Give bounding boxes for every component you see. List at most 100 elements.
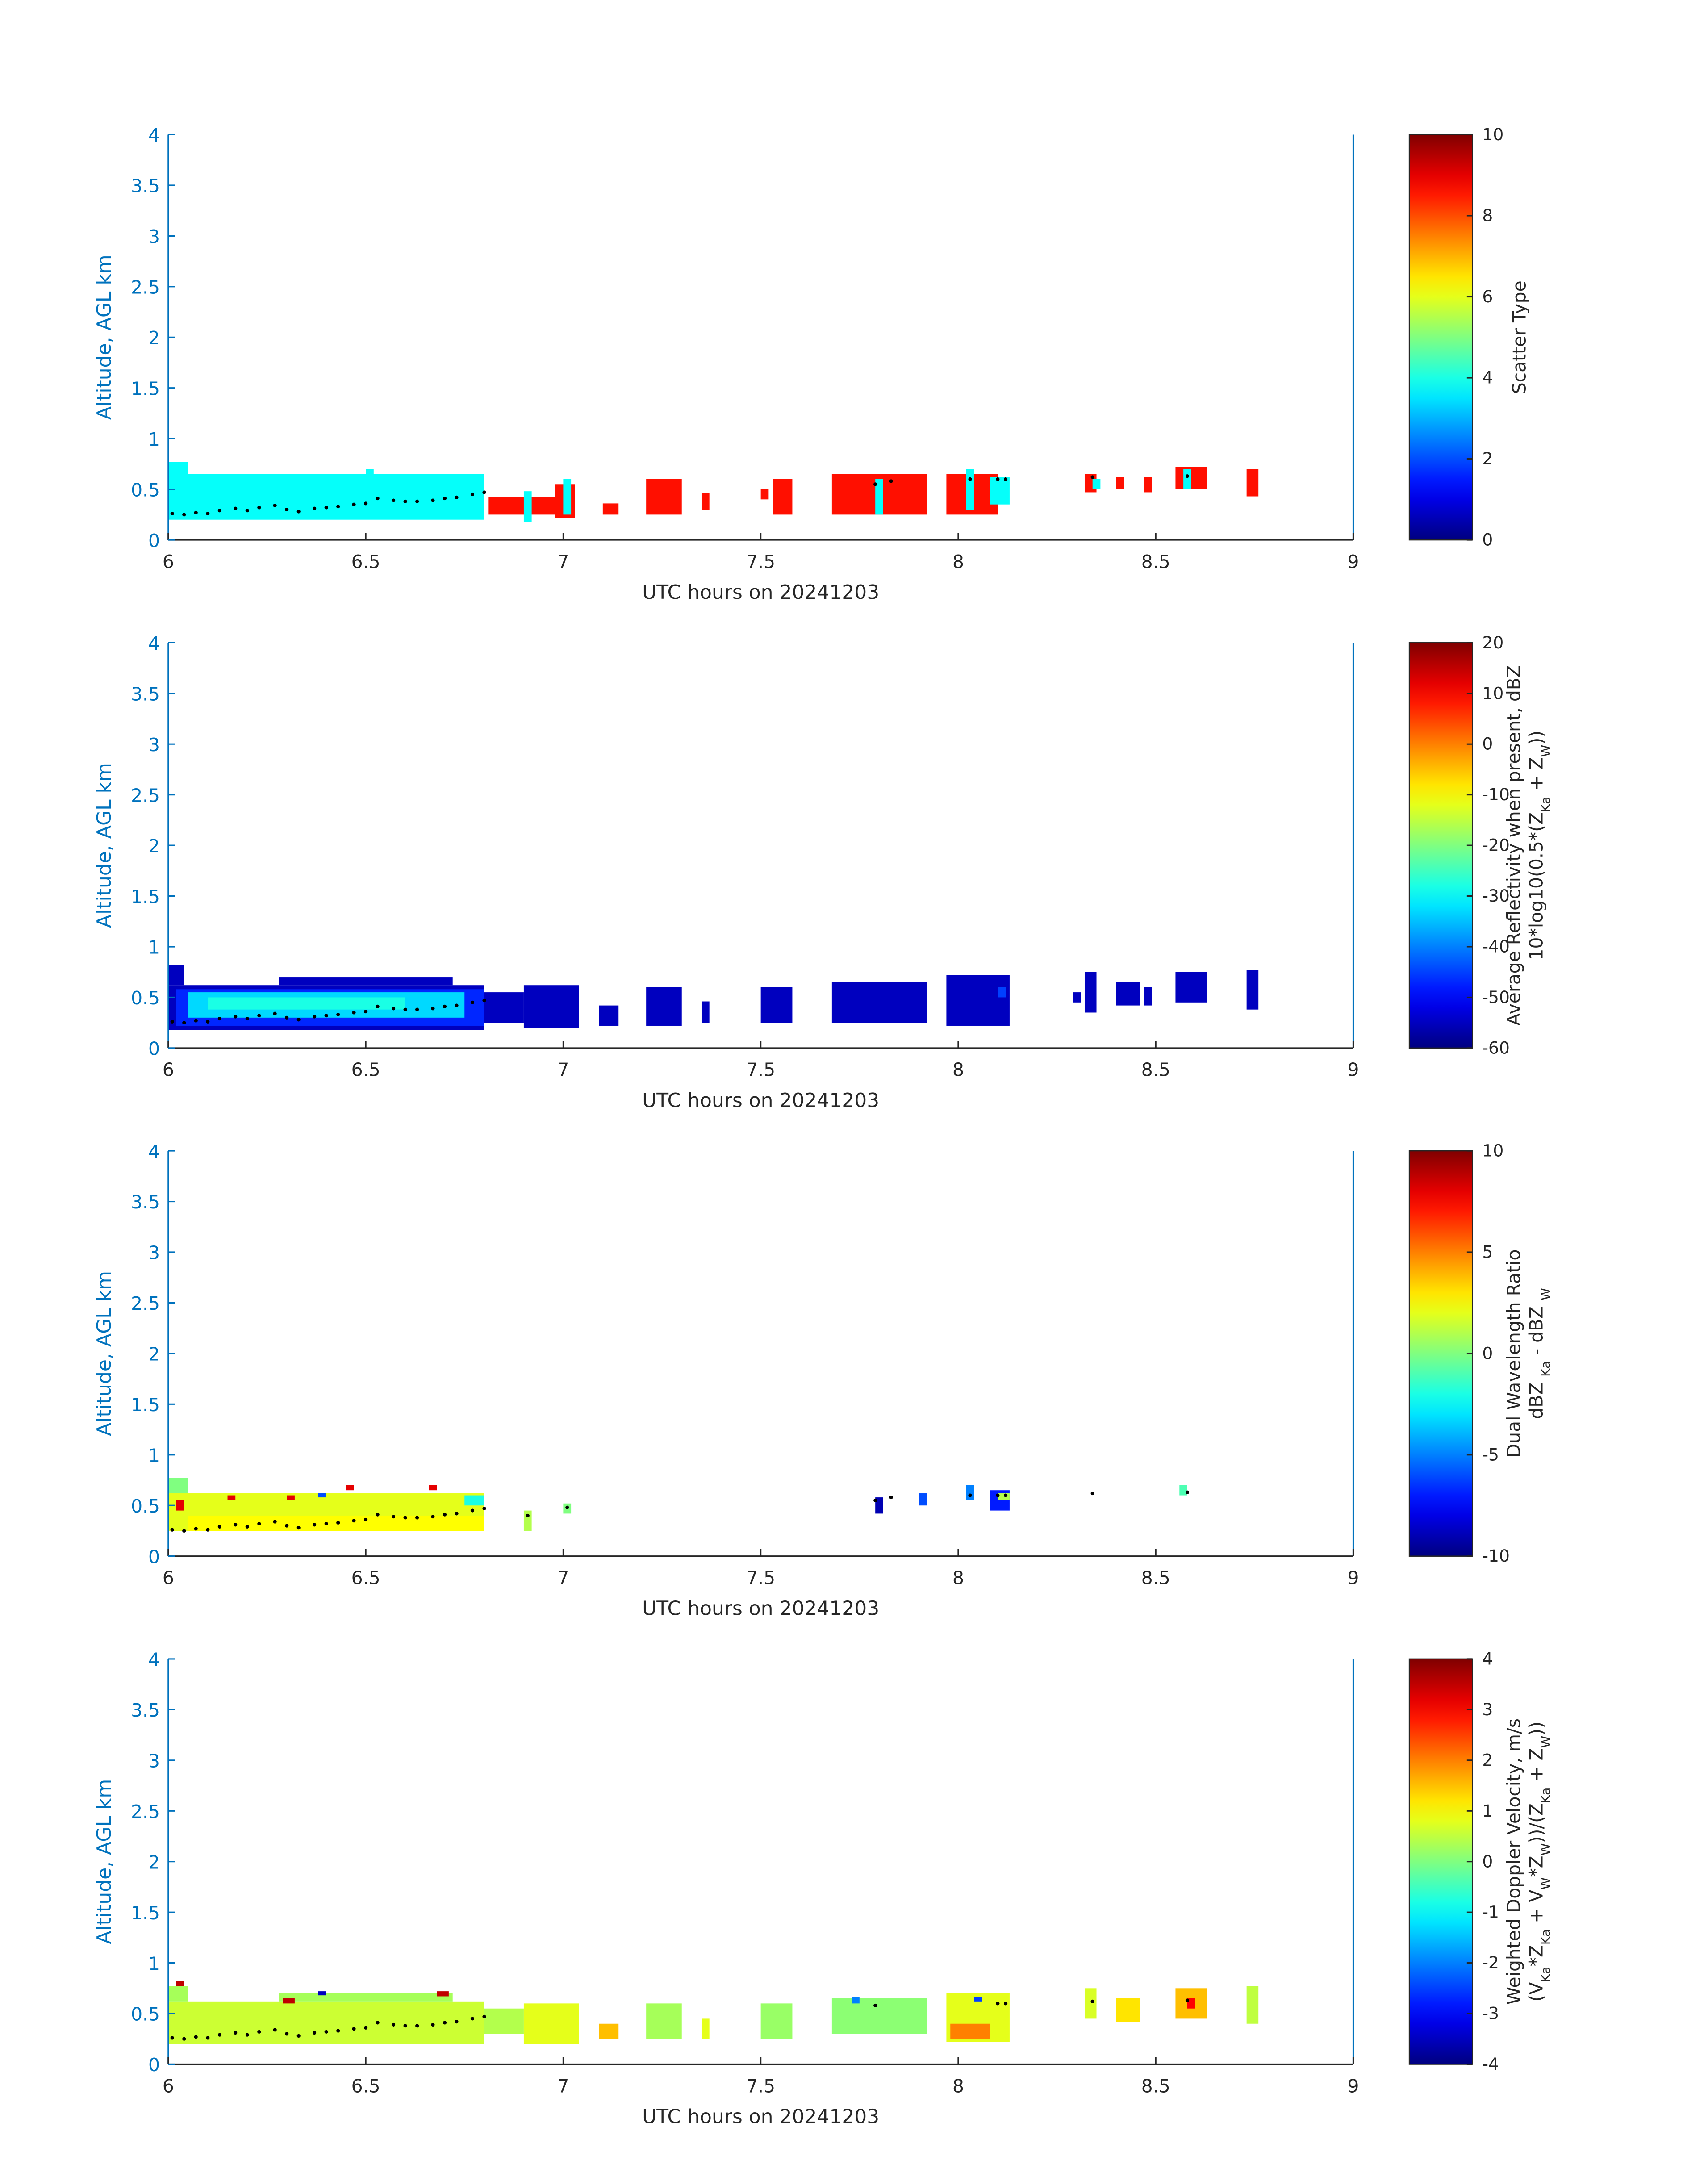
heatmap-cell <box>188 1515 484 1531</box>
cloud-base-dot <box>443 1513 447 1517</box>
cloud-base-dot <box>431 1515 435 1519</box>
heatmap-cell <box>760 489 769 500</box>
cloud-base-dot <box>996 477 1000 481</box>
heatmap-cell <box>998 987 1006 998</box>
colorbar-label: dBZ Ka - dBZ W <box>1525 1288 1553 1419</box>
colorbar <box>1408 642 1473 1049</box>
colorbar-tick-label: -60 <box>1482 1038 1510 1057</box>
y-tick-label: 3.5 <box>131 1700 160 1721</box>
cloud-base-dot <box>431 1007 435 1011</box>
heatmap-cell <box>1246 469 1259 497</box>
cloud-base-dot <box>455 2020 459 2024</box>
heatmap-cell <box>831 982 927 1023</box>
y-tick-label: 2.5 <box>131 785 160 806</box>
y-tick-label: 3.5 <box>131 683 160 705</box>
heatmap-cell <box>773 479 793 515</box>
colorbar-label: Dual Wavelength Ratio <box>1503 1249 1524 1458</box>
heatmap-cell <box>168 2001 484 2044</box>
x-tick-label: 6 <box>163 1567 174 1589</box>
cloud-base-dot <box>245 1525 249 1529</box>
cloud-base-dot <box>296 510 301 514</box>
cloud-base-dot <box>217 509 221 513</box>
cloud-base-dot <box>565 1505 569 1509</box>
cloud-base-dot <box>873 1498 877 1502</box>
heatmap-cell <box>1116 477 1124 489</box>
panel: 6 6.5 7 7.5 8 8.5 9 0 0.5 1 1.5 2 2.5 3 3.5 4 UTC hours … <box>93 1649 1553 2128</box>
x-tick-label: 6 <box>163 551 174 572</box>
y-tick-label: 2.5 <box>131 1801 160 1822</box>
cloud-base-dot <box>296 2034 301 2038</box>
y-tick-label: 2 <box>148 836 160 857</box>
cloud-base-dot <box>391 1515 396 1519</box>
heatmap-cell <box>1144 477 1152 493</box>
cloud-base-dot <box>313 2031 317 2035</box>
x-tick-label: 7.5 <box>746 2075 775 2097</box>
heatmap-cell <box>946 975 1010 1026</box>
cloud-base-dot <box>257 1522 261 1526</box>
colorbar-label-part: + Z <box>1525 1748 1547 1788</box>
cloud-base-dot <box>234 1523 238 1527</box>
cloud-base-dot <box>364 1010 368 1014</box>
colorbar-label-part: Scatter Type <box>1509 280 1530 394</box>
cloud-base-dot <box>376 2021 380 2025</box>
x-tick-label: 8.5 <box>1141 1059 1170 1081</box>
heatmap-cell <box>283 1998 295 2004</box>
cloud-base-dot <box>431 2022 435 2027</box>
x-tick-label: 8 <box>952 1567 964 1589</box>
x-tick-label: 7.5 <box>746 551 775 572</box>
cloud-base-dot <box>194 2035 198 2039</box>
y-tick-label: 2 <box>148 1851 160 1873</box>
cloud-base-dot <box>324 1014 328 1018</box>
cloud-base-dot <box>273 2028 277 2032</box>
cloud-base-dot <box>996 2002 1000 2006</box>
cloud-base-dot <box>968 477 972 481</box>
y-axis-label: Altitude, AGL km <box>93 1271 116 1436</box>
y-tick-label: 3.5 <box>131 175 160 197</box>
heatmap-cell <box>599 1005 619 1026</box>
heatmap-cell <box>279 977 453 986</box>
colorbar-tick-label: 0 <box>1482 1343 1493 1363</box>
colorbar-tick-label: 0 <box>1482 530 1493 550</box>
heatmap-cell <box>188 474 484 520</box>
x-tick-label: 9 <box>1347 2075 1359 2097</box>
cloud-base-dot <box>431 498 435 502</box>
colorbar-tick-label: -20 <box>1482 836 1510 855</box>
y-tick-label: 0.5 <box>131 479 160 501</box>
cloud-base-dot <box>1003 2002 1008 2006</box>
heatmap-cell <box>279 1993 453 2002</box>
heatmap-cell <box>1183 469 1191 489</box>
cloud-base-dot <box>391 2022 396 2027</box>
heatmap-cell <box>318 1991 326 1996</box>
cloud-base-dot <box>1185 474 1190 478</box>
cloud-base-dot <box>403 2024 407 2028</box>
cloud-base-dot <box>234 2031 238 2035</box>
cloud-base-dot <box>352 1011 356 1015</box>
y-tick-label: 0.5 <box>131 1496 160 1517</box>
y-tick-label: 4 <box>148 1141 160 1162</box>
y-tick-label: 0 <box>148 2054 160 2076</box>
y-tick-label: 2 <box>148 327 160 349</box>
cloud-base-dot <box>403 499 407 503</box>
heatmap-cell <box>1144 987 1152 1006</box>
heatmap-cell <box>346 1485 354 1491</box>
cloud-base-dot <box>415 1007 419 1011</box>
cloud-base-dot <box>443 1004 447 1008</box>
cloud-base-dot <box>364 1517 368 1522</box>
x-tick-label: 8.5 <box>1141 1567 1170 1589</box>
colorbar <box>1408 134 1473 541</box>
cloud-base-dot <box>415 2024 419 2028</box>
colorbar-tick-label: 0 <box>1482 1851 1493 1871</box>
y-tick-label: 1 <box>148 1953 160 1974</box>
cloud-base-dot <box>324 2030 328 2034</box>
cloud-base-dot <box>873 482 877 486</box>
y-tick-label: 1.5 <box>131 886 160 907</box>
cloud-base-dot <box>182 513 186 517</box>
y-tick-label: 3 <box>148 1242 160 1264</box>
cloud-base-dot <box>257 2030 261 2034</box>
cloud-base-dot <box>245 1017 249 1021</box>
cloud-base-dot <box>443 2021 447 2025</box>
cloud-base-dot <box>313 1523 317 1527</box>
colorbar <box>1408 1150 1473 1557</box>
heatmap-cell <box>701 493 710 510</box>
x-axis-label: UTC hours on 20241203 <box>642 1089 879 1112</box>
